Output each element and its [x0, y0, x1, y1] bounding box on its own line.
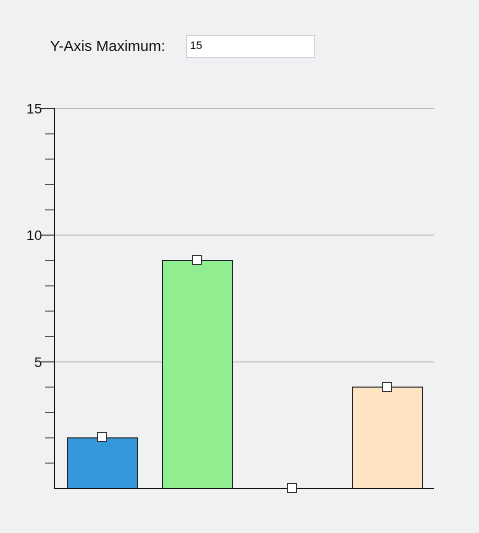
y-tick-label: 10 [26, 227, 42, 243]
bar[interactable] [352, 386, 423, 489]
ymax-input[interactable] [186, 34, 315, 58]
ymax-control: Y-Axis Maximum: [50, 34, 315, 58]
y-tick-label: 5 [34, 354, 42, 370]
bar-drag-handle[interactable] [382, 382, 392, 392]
y-tick-label: 15 [26, 101, 42, 117]
bar-drag-handle[interactable] [287, 483, 297, 493]
bar-drag-handle[interactable] [97, 432, 107, 442]
bar-drag-handle[interactable] [192, 255, 202, 265]
bar[interactable] [67, 437, 138, 490]
ymax-label: Y-Axis Maximum: [50, 37, 166, 55]
bar[interactable] [162, 260, 233, 489]
